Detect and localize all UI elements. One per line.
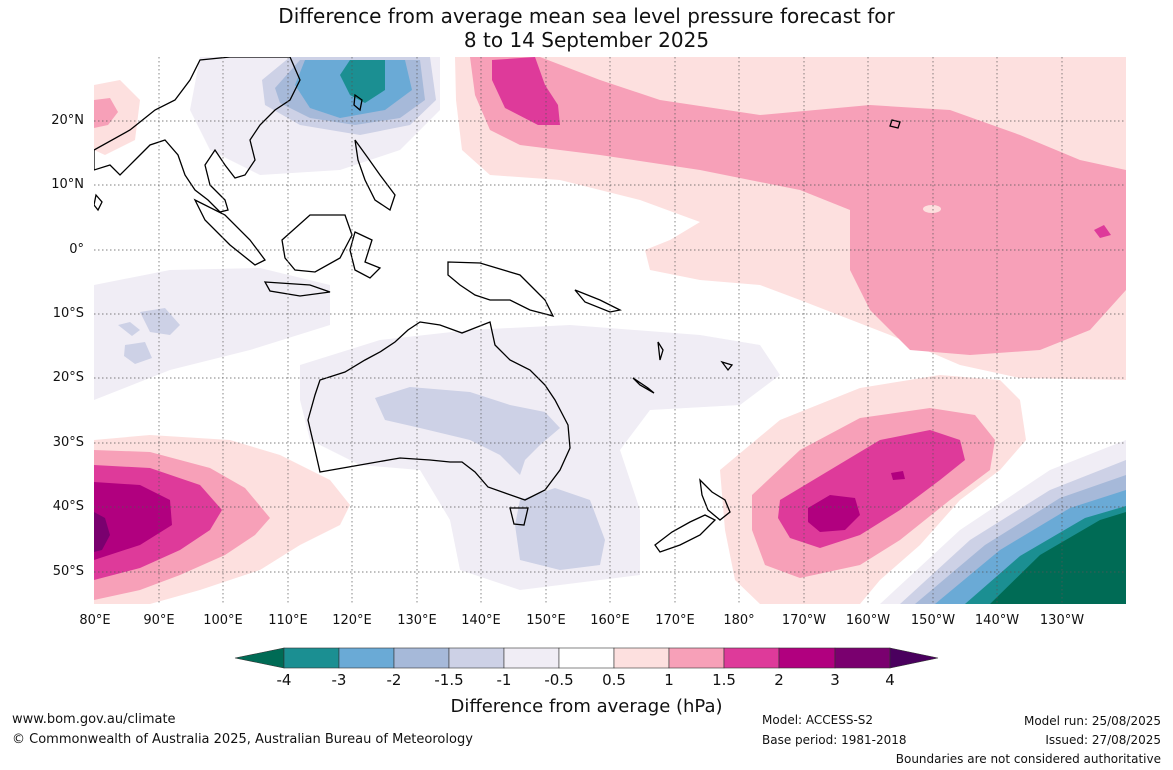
colorbar-segment (393, 647, 450, 669)
new-guinea-outline (447, 261, 555, 317)
lon-label: 180° (723, 613, 755, 628)
lon-label: 160°E (590, 613, 630, 628)
copyright-text: © Commonwealth of Australia 2025, Austra… (12, 732, 473, 747)
lat-label: 10°N (51, 177, 84, 192)
anomaly-region-plus-1.5-central-pacific (1094, 225, 1111, 238)
lon-label: 80°E (79, 613, 111, 628)
graticule (94, 57, 1126, 604)
anomaly-region-below-1-inset (923, 205, 941, 213)
lon-label: 140°W (974, 613, 1020, 628)
lon-label: 100°E (203, 613, 243, 628)
anomaly-region-minus-3-north (340, 60, 385, 103)
colorbar-segment (448, 647, 505, 669)
anomaly-region-plus-2-southwest (94, 482, 172, 560)
colorbar (234, 647, 939, 669)
base-period-text: Base period: 1981-2018 (762, 733, 907, 747)
anomaly-region-minus-1-tasman (515, 488, 605, 570)
anomaly-region-minus-1-west-a (140, 308, 180, 335)
tasmania-outline (509, 507, 529, 526)
solomon-islands-outline (574, 289, 622, 313)
colorbar-tick-label: 4 (885, 671, 895, 689)
anomaly-region-minus-0.5-west (94, 268, 330, 400)
colorbar-tick-label: -2 (386, 671, 402, 689)
anomaly-region-plus-1-westedge (94, 98, 118, 128)
new-zealand-north-outline (699, 478, 731, 521)
colorbar-tick-label: 1 (664, 671, 674, 689)
colorbar-tick-label: -1.5 (434, 671, 464, 689)
lon-label: 160°W (845, 613, 891, 628)
lat-label: 0° (69, 242, 84, 257)
lon-label: 150°E (526, 613, 566, 628)
vanuatu-outline (657, 341, 664, 361)
sumatra-outline (193, 198, 266, 266)
taiwan-outline (353, 93, 363, 112)
anomaly-region-plus-2-southeast-b (891, 471, 905, 480)
new-caledonia-outline (632, 377, 655, 394)
land-outlines (94, 57, 901, 553)
australia-outline (307, 321, 571, 501)
lon-label: 140°E (461, 613, 501, 628)
colorbar-segment (338, 647, 395, 669)
colorbar-segment (723, 647, 780, 669)
anomaly-region-minus-1-west-c (124, 342, 152, 364)
lon-label: 90°E (143, 613, 175, 628)
colorbar-tick-label: -1 (496, 671, 512, 689)
chart-title-line1: Difference from average mean sea level p… (278, 4, 895, 28)
anomaly-region-minus-1-west-b (118, 322, 140, 336)
colorbar-extend-low (234, 647, 285, 669)
colorbar-segment (834, 647, 891, 669)
lon-label: 120°E (332, 613, 372, 628)
anomaly-region-plus-1.5-north (492, 57, 560, 125)
colorbar-extend-high (889, 647, 939, 669)
lat-label: 50°S (52, 564, 84, 579)
website-link[interactable]: www.bom.gov.au/climate (12, 712, 176, 727)
colorbar-segment (778, 647, 836, 669)
lat-label: 10°S (52, 306, 84, 321)
lon-label: 170°E (655, 613, 695, 628)
anomaly-region-plus-1-north-pacific (470, 57, 1126, 355)
sri-lanka-outline (94, 193, 103, 212)
lon-label: 110°E (268, 613, 308, 628)
disclaimer-text: Boundaries are not considered authoritat… (895, 752, 1161, 766)
colorbar-tick-label: 0.5 (602, 671, 626, 689)
anomaly-region-minus-1-australia (375, 387, 560, 475)
hawaii-outline (889, 119, 901, 129)
lat-label: 20°N (51, 113, 84, 128)
colorbar-segment (503, 647, 560, 669)
new-zealand-south-outline (654, 514, 717, 553)
colorbar-segment (613, 647, 670, 669)
anomaly-region-minus-4-southeast (990, 512, 1126, 604)
lon-label: 170°W (781, 613, 827, 628)
anomaly-fields (94, 57, 1126, 604)
fiji-outline (720, 360, 734, 372)
lon-label: 130°E (397, 613, 437, 628)
colorbar-segment (668, 647, 725, 669)
issued-text: Issued: 27/08/2025 (1045, 733, 1161, 747)
colorbar-tick-label: -4 (276, 671, 292, 689)
lon-label: 150°W (910, 613, 956, 628)
colorbar-tick-label: 3 (830, 671, 840, 689)
colorbar-tick-label: -3 (331, 671, 347, 689)
philippines-outline (354, 139, 396, 212)
lat-label: 20°S (52, 370, 84, 385)
colorbar-segment (283, 647, 340, 669)
anomaly-region-plus-2-southeast-a (808, 495, 860, 532)
model-run-text: Model run: 25/08/2025 (1023, 714, 1161, 728)
lon-label: 130°W (1039, 613, 1085, 628)
lat-label: 40°S (52, 499, 84, 514)
model-text: Model: ACCESS-S2 (762, 713, 874, 727)
lat-label: 30°S (52, 435, 84, 450)
sulawesi-outline (349, 231, 382, 279)
colorbar-tick-label: 2 (774, 671, 784, 689)
java-outline (263, 281, 331, 297)
asia-mainland-outline (94, 57, 301, 213)
colorbar-title: Difference from average (hPa) (450, 696, 723, 717)
chart-title-line2: 8 to 14 September 2025 (463, 28, 710, 52)
colorbar-tick-label: -0.5 (544, 671, 574, 689)
colorbar-tick-label: 1.5 (712, 671, 736, 689)
colorbar-segment (558, 647, 615, 669)
anomaly-region-plus-3-southwest (94, 512, 110, 552)
